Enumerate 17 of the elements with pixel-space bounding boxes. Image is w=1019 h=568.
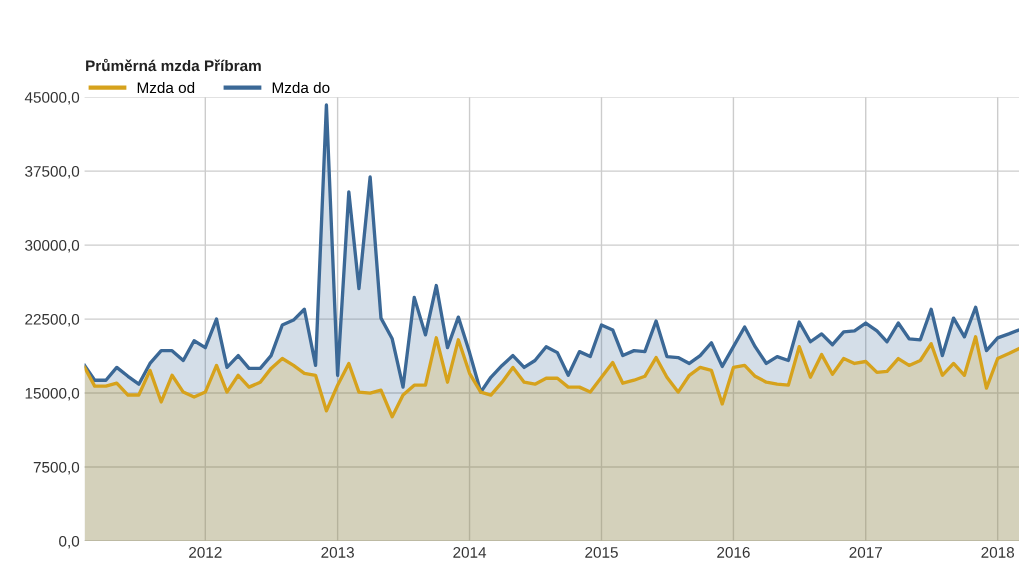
y-tick-label: 7500,0 — [33, 461, 80, 475]
y-tick-label: 37500,0 — [25, 165, 80, 179]
x-tick-label: 2017 — [849, 546, 882, 558]
x-tick-label: 2013 — [321, 546, 354, 558]
y-tick-label: 22500,0 — [25, 313, 80, 327]
x-tick-label: 2014 — [453, 546, 487, 558]
legend-label: Mzda od — [137, 81, 195, 94]
y-tick-label: 30000,0 — [25, 239, 80, 253]
x-tick-label: 2018 — [981, 546, 1014, 558]
x-tick-label: 2015 — [585, 546, 618, 558]
legend-label: Mzda do — [272, 81, 330, 94]
x-tick-label: 2016 — [717, 546, 750, 558]
y-tick-label: 45000,0 — [24, 92, 80, 105]
y-tick-label: 0,0 — [59, 535, 80, 549]
x-tick-label: 2012 — [189, 546, 222, 558]
y-tick-label: 15000,0 — [25, 387, 80, 401]
chart-title: Průměrná mzda Příbram — [86, 58, 261, 72]
